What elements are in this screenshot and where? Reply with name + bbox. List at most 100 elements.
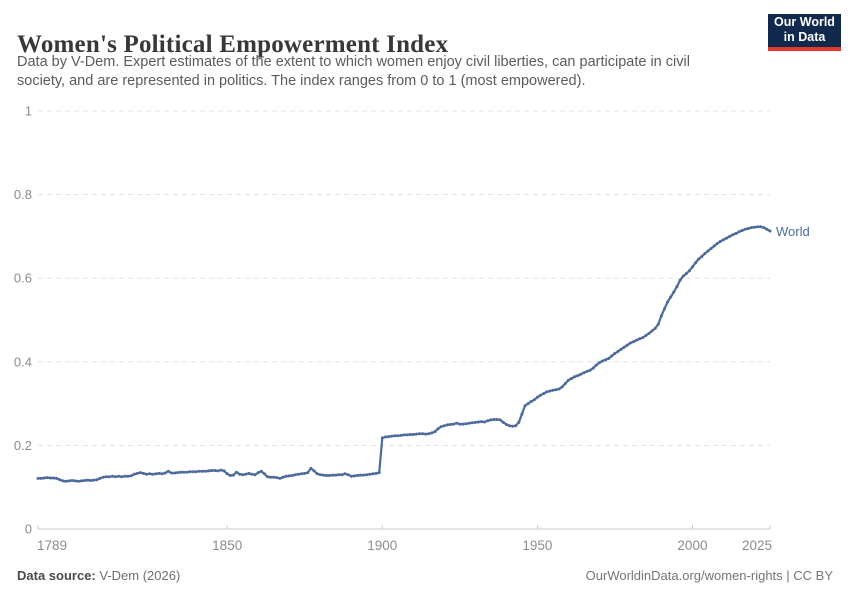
- world-series-point: [678, 278, 682, 282]
- world-series-point: [356, 474, 359, 477]
- world-series-point: [179, 470, 183, 474]
- world-series-point: [532, 398, 536, 402]
- world-series-point: [650, 329, 654, 333]
- world-series-point: [390, 434, 394, 438]
- world-series-point: [436, 427, 440, 431]
- world-series-point: [737, 230, 741, 234]
- world-series-point: [672, 290, 676, 294]
- world-series-point: [76, 479, 80, 483]
- world-series-point: [374, 471, 378, 475]
- world-series-point: [700, 255, 704, 258]
- world-series-point: [380, 436, 384, 440]
- credit-link[interactable]: OurWorldinData.org/women-rights | CC BY: [585, 568, 833, 583]
- world-series-point: [560, 385, 564, 389]
- world-series-point: [157, 471, 161, 475]
- world-series-line: [36, 225, 772, 483]
- world-series-point: [61, 479, 65, 483]
- world-series-point: [98, 476, 102, 480]
- world-series-point: [684, 272, 688, 276]
- y-tick-label: 0.8: [14, 187, 32, 202]
- world-series-point: [641, 336, 645, 340]
- world-series-point: [55, 476, 59, 480]
- world-series-point: [529, 400, 533, 403]
- x-tick-label: 2025: [742, 538, 772, 553]
- world-series-point: [213, 469, 217, 472]
- world-series-point: [663, 307, 666, 311]
- world-series-point: [241, 473, 245, 477]
- world-series-point: [597, 361, 601, 365]
- world-series-point: [625, 343, 629, 347]
- world-series-point: [461, 422, 465, 426]
- world-series-point: [377, 471, 381, 475]
- world-series-point: [576, 374, 580, 378]
- world-series-point: [523, 404, 527, 408]
- world-series-point: [259, 469, 263, 473]
- world-series-point: [725, 236, 729, 240]
- chart-footer: Data source: V-Dem (2026) OurWorldinData…: [17, 568, 833, 583]
- world-series-point: [759, 225, 763, 229]
- world-series-point: [768, 229, 772, 233]
- owid-logo-line1: Our World: [774, 15, 835, 29]
- world-series-point: [498, 418, 502, 422]
- world-series-point: [418, 432, 421, 436]
- world-series-point: [120, 475, 124, 479]
- world-series-point: [284, 474, 288, 478]
- world-series-point: [48, 476, 52, 480]
- world-series-point: [340, 473, 344, 477]
- world-series-point: [169, 471, 173, 475]
- world-series-point: [666, 300, 670, 304]
- world-series-point: [619, 347, 623, 351]
- world-series-point: [247, 471, 251, 475]
- world-series-point: [539, 393, 542, 397]
- world-series-point: [238, 472, 242, 476]
- world-series-point: [64, 479, 68, 483]
- world-series-point: [545, 390, 549, 394]
- world-series-point: [712, 244, 716, 248]
- world-series-point: [114, 475, 117, 479]
- world-series-point: [36, 476, 40, 480]
- world-series-point: [272, 475, 276, 479]
- world-series-point: [231, 473, 235, 477]
- world-series-point: [210, 469, 214, 472]
- world-series-point: [421, 432, 425, 436]
- page-title: Women's Political Empowerment Index: [17, 30, 449, 58]
- world-series-point: [535, 395, 539, 399]
- world-series-point: [129, 474, 133, 478]
- world-series-point: [126, 474, 130, 478]
- world-series-point: [343, 472, 347, 476]
- world-series-point: [349, 474, 353, 478]
- world-series-point: [359, 473, 363, 477]
- world-series-point: [67, 479, 71, 483]
- data-source-note: Data source: V-Dem (2026): [17, 568, 180, 583]
- world-series-point: [207, 469, 211, 473]
- world-series-point: [45, 476, 49, 480]
- world-series-point: [653, 326, 657, 330]
- world-series-point: [95, 478, 99, 482]
- world-series-point: [427, 432, 431, 436]
- world-series-point: [290, 474, 294, 477]
- y-tick-label: 0.6: [14, 271, 32, 286]
- world-series-point: [476, 420, 480, 424]
- world-series-point: [396, 434, 400, 438]
- world-series-point: [486, 419, 490, 423]
- owid-logo-line2: in Data: [783, 30, 826, 44]
- owid-logo[interactable]: Our World in Data: [768, 14, 841, 51]
- world-series-point: [588, 368, 592, 372]
- world-series-point: [266, 475, 269, 479]
- world-series-point: [669, 295, 673, 299]
- x-tick-label: 1850: [212, 538, 242, 553]
- world-series-point: [352, 474, 356, 478]
- world-series-point: [132, 472, 136, 476]
- world-series-point: [449, 423, 452, 426]
- world-series-point: [309, 466, 313, 470]
- world-series-point: [601, 359, 604, 363]
- world-series-point: [458, 422, 462, 426]
- world-series-point: [362, 473, 366, 477]
- world-series-point: [455, 421, 459, 425]
- world-series-point: [253, 473, 257, 477]
- world-series-point: [591, 366, 595, 370]
- world-series-point: [731, 233, 735, 237]
- world-series-point: [411, 433, 415, 436]
